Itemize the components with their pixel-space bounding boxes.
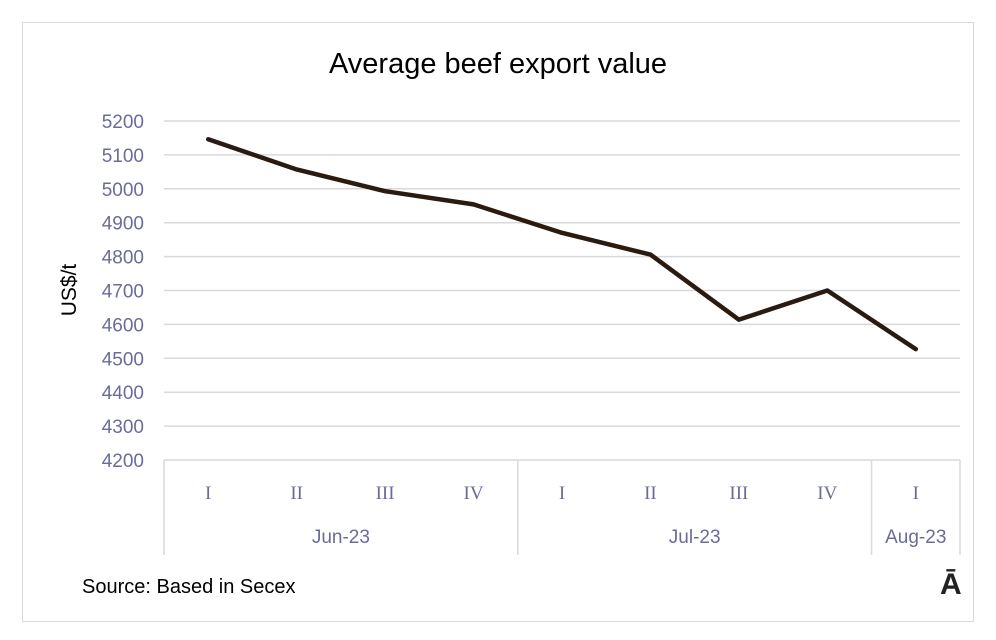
x-tick-label: IV [464, 483, 484, 504]
brand-logo: Ā [940, 568, 962, 601]
y-tick-label: 4500 [102, 349, 144, 370]
x-tick-label: II [644, 483, 657, 504]
y-tick-label: 4900 [102, 214, 144, 235]
y-tick-label: 4600 [102, 315, 144, 336]
x-tick-label: I [913, 483, 919, 504]
y-tick-label: 4400 [102, 383, 144, 404]
y-tick-label: 4800 [102, 248, 144, 269]
x-tick-label: II [290, 483, 303, 504]
x-tick-label: IV [817, 483, 837, 504]
y-tick-label: 5100 [102, 146, 144, 167]
x-tick-label: I [559, 483, 565, 504]
x-group-label: Jul-23 [669, 527, 721, 548]
chart-border [22, 22, 974, 622]
y-tick-label: 4300 [102, 417, 144, 438]
y-tick-label: 5200 [102, 112, 144, 133]
y-axis-label: US$/t [58, 264, 81, 317]
y-tick-label: 5000 [102, 180, 144, 201]
x-tick-label: III [729, 483, 748, 504]
y-tick-label: 4700 [102, 282, 144, 303]
x-group-label: Jun-23 [312, 527, 370, 548]
source-note: Source: Based in Secex [82, 576, 296, 598]
x-group-label: Aug-23 [885, 527, 946, 548]
chart-title: Average beef export value [328, 48, 668, 80]
series-line [205, 137, 919, 352]
y-tick-label: 4200 [102, 451, 144, 472]
x-tick-label: III [376, 483, 395, 504]
x-tick-label: I [205, 483, 211, 504]
